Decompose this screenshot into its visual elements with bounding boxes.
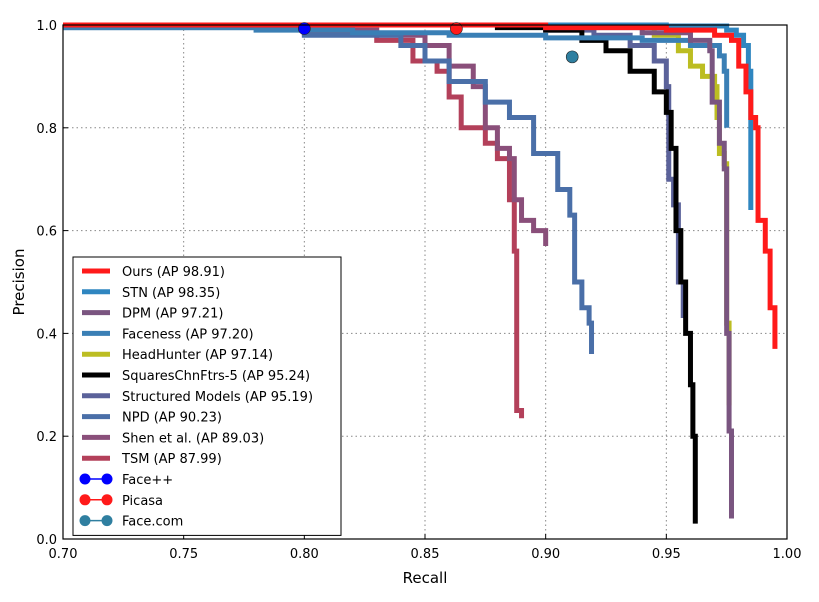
- legend-marker: [101, 473, 113, 485]
- y-tick-label: 0.4: [36, 327, 57, 342]
- legend-marker: [79, 473, 91, 485]
- series-line-stn: [63, 22, 754, 211]
- y-tick-label: 1.0: [36, 19, 57, 34]
- legend-marker: [79, 494, 91, 506]
- x-tick-label: 0.70: [49, 547, 78, 562]
- legend-label: SquaresChnFtrs-5 (AP 95.24): [122, 369, 310, 384]
- legend-label: NPD (AP 90.23): [122, 411, 222, 426]
- series-line-tsm: [63, 22, 525, 419]
- x-tick-label: 0.85: [411, 547, 440, 562]
- legend-label: HeadHunter (AP 97.14): [122, 348, 273, 363]
- x-ticks: 0.70 0.75 0.80 0.85 0.90 0.95 1.00: [49, 534, 802, 562]
- y-axis-label: Precision: [10, 249, 28, 316]
- legend-label: Face.com: [122, 515, 183, 530]
- legend-label: Ours (AP 98.91): [122, 265, 225, 280]
- legend-label: Shen et al. (AP 89.03): [122, 431, 264, 446]
- marker-picasa: [450, 22, 463, 35]
- y-tick-label: 0.8: [36, 122, 57, 137]
- y-tick-label: 0.6: [36, 225, 57, 240]
- legend: Ours (AP 98.91) STN (AP 98.35) DPM (AP 97.…: [72, 256, 342, 536]
- series-line-npd: [63, 25, 595, 354]
- legend-label: Face++: [122, 473, 173, 488]
- x-tick-label: 0.75: [169, 547, 198, 562]
- x-tick-label: 0.95: [652, 547, 681, 562]
- legend-marker: [101, 515, 113, 527]
- legend-box: [72, 256, 342, 536]
- legend-marker: [101, 494, 113, 506]
- legend-label: STN (AP 98.35): [122, 286, 220, 301]
- marker-face-com: [565, 50, 579, 64]
- y-tick-label: 0.0: [36, 533, 57, 548]
- series-line-shen-et-al-: [63, 22, 549, 247]
- legend-marker: [79, 515, 91, 527]
- x-axis-label: Recall: [403, 569, 448, 587]
- series-line-faceness: [63, 25, 730, 128]
- legend-label: DPM (AP 97.21): [122, 307, 223, 322]
- y-ticks: 0.0 0.2 0.4 0.6 0.8 1.0: [36, 19, 68, 548]
- x-tick-label: 1.00: [773, 547, 802, 562]
- x-tick-label: 0.90: [531, 547, 560, 562]
- series-line-ours: [63, 22, 778, 349]
- series-lines: [63, 22, 778, 524]
- series-line-squareschnftrs-5: [63, 22, 698, 524]
- legend-label: TSM (AP 87.99): [121, 452, 222, 467]
- marker-face-: [298, 22, 311, 35]
- legend-label: Structured Models (AP 95.19): [122, 390, 313, 405]
- x-tick-label: 0.80: [290, 547, 319, 562]
- y-tick-label: 0.2: [36, 430, 57, 445]
- legend-label: Faceness (AP 97.20): [122, 327, 254, 342]
- legend-label: Picasa: [122, 494, 163, 509]
